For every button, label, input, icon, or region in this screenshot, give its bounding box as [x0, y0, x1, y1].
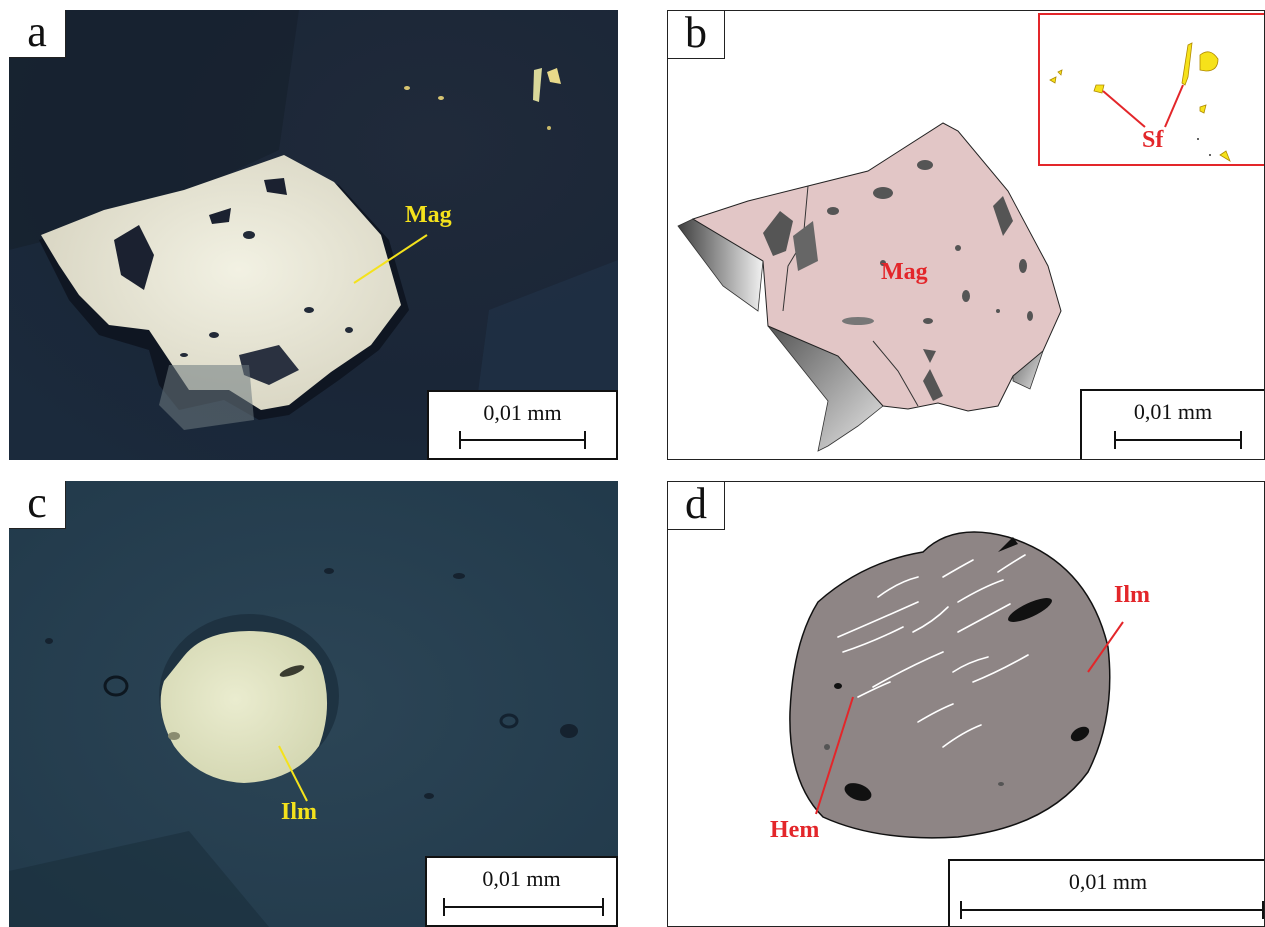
mineral-label-mag: Mag: [405, 202, 452, 228]
scale-label: 0,01 mm: [1068, 869, 1148, 894]
mineral-label-ilm: Ilm: [1114, 582, 1150, 608]
magnetite-grain-drawing: [691, 122, 1062, 412]
panel-c: c Ilm 0,01 mm: [9, 481, 618, 927]
panel-letter-c: c: [9, 481, 66, 529]
scale-box-b: 0,01 mm: [1080, 389, 1264, 459]
sulfide-inset: Sf: [1038, 13, 1264, 166]
mineral-label-mag: Mag: [881, 259, 928, 285]
scale-label: 0,01 mm: [482, 866, 561, 891]
mineral-label-ilm: Ilm: [281, 799, 317, 825]
scale-bar: [459, 431, 586, 449]
panel-letter-d: d: [668, 482, 725, 530]
panel-a: a Mag 0,01 mm: [9, 10, 618, 460]
scale-box-a: 0,01 mm: [427, 390, 618, 460]
scale-bar: [960, 901, 1264, 919]
magnetite-grain: [41, 155, 401, 410]
sulfide-grains: [1049, 42, 1231, 162]
panel-b: b Mag Sf 0,01 mm: [667, 10, 1265, 460]
ilmenite-drawing: [789, 531, 1124, 839]
mineral-label-hem: Hem: [770, 817, 820, 843]
scale-box-c: 0,01 mm: [425, 856, 618, 927]
ilmenite-grain: [160, 631, 328, 783]
scale-bar: [443, 898, 604, 916]
scale-bar: [1114, 431, 1242, 449]
sulfide-label-sf: Sf: [1142, 127, 1164, 153]
panel-letter-b: b: [668, 11, 725, 59]
panel-letter-a: a: [9, 10, 66, 58]
scale-box-d: 0,01 mm: [948, 859, 1264, 926]
scale-label: 0,01 mm: [1133, 399, 1213, 424]
scale-label: 0,01 mm: [483, 400, 562, 425]
panel-d: d Ilm Hem 0,01 mm: [667, 481, 1265, 927]
ilmenite-photomicrograph: [9, 481, 618, 927]
magnetite-drawing: [677, 122, 1062, 452]
